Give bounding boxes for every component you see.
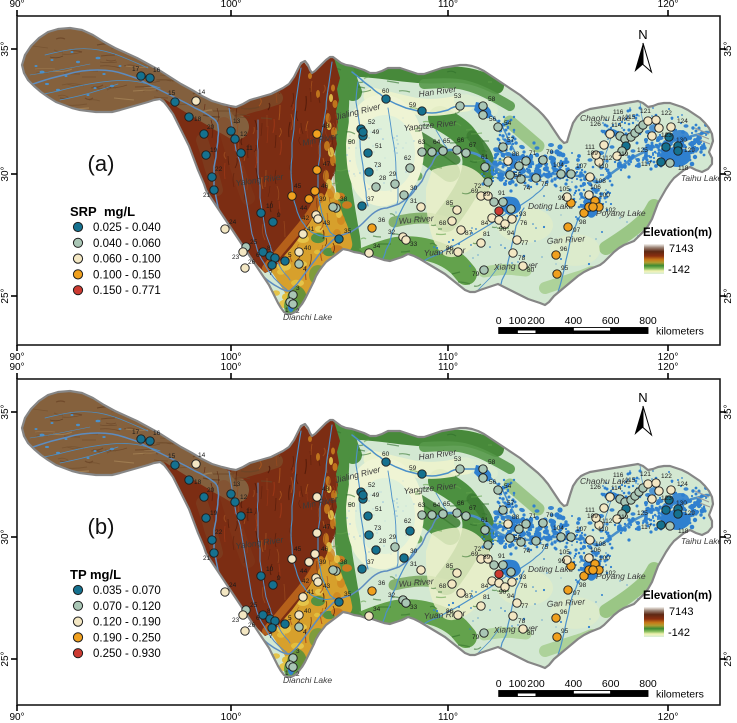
svg-text:110°: 110° <box>438 352 458 363</box>
svg-text:110°: 110° <box>438 712 458 723</box>
svg-text:90°: 90° <box>9 352 24 363</box>
svg-text:100°: 100° <box>221 712 242 723</box>
svg-text:35°: 35° <box>723 404 734 419</box>
svg-text:TP mg/L: TP mg/L <box>70 567 121 582</box>
svg-text:25°: 25° <box>0 288 11 303</box>
svg-text:25°: 25° <box>0 651 11 666</box>
svg-text:0.100 - 0.150: 0.100 - 0.150 <box>93 269 161 281</box>
svg-text:(a): (a) <box>88 151 115 176</box>
svg-text:0.150 - 0.771: 0.150 - 0.771 <box>93 285 161 297</box>
svg-text:35°: 35° <box>0 41 11 56</box>
svg-text:110°: 110° <box>438 0 458 10</box>
svg-text:0.060 - 0.100: 0.060 - 0.100 <box>93 254 161 266</box>
svg-text:90°: 90° <box>9 362 24 373</box>
svg-text:25°: 25° <box>723 651 734 666</box>
svg-text:30°: 30° <box>0 529 11 544</box>
svg-text:100°: 100° <box>221 352 242 363</box>
svg-text:30°: 30° <box>723 529 734 544</box>
svg-text:0.120 - 0.190: 0.120 - 0.190 <box>93 617 161 629</box>
svg-text:90°: 90° <box>9 0 24 10</box>
svg-text:120°: 120° <box>658 0 679 10</box>
svg-text:SRP mg/L: SRP mg/L <box>70 204 135 219</box>
svg-text:30°: 30° <box>723 166 734 181</box>
svg-text:120°: 120° <box>658 352 679 363</box>
svg-text:25°: 25° <box>723 288 734 303</box>
svg-text:0.035 - 0.070: 0.035 - 0.070 <box>93 585 161 597</box>
svg-text:0.070 - 0.120: 0.070 - 0.120 <box>93 601 161 613</box>
svg-text:100°: 100° <box>221 362 242 373</box>
svg-text:120°: 120° <box>658 362 679 373</box>
svg-text:35°: 35° <box>723 41 734 56</box>
svg-text:90°: 90° <box>9 712 24 723</box>
svg-text:0.025 - 0.040: 0.025 - 0.040 <box>93 222 161 234</box>
svg-text:0.190 - 0.250: 0.190 - 0.250 <box>93 632 161 644</box>
svg-text:35°: 35° <box>0 404 11 419</box>
svg-text:0.040 - 0.060: 0.040 - 0.060 <box>93 238 161 250</box>
svg-text:120°: 120° <box>658 712 679 723</box>
svg-text:30°: 30° <box>0 166 11 181</box>
svg-text:0.250 - 0.930: 0.250 - 0.930 <box>93 648 161 660</box>
svg-text:100°: 100° <box>221 0 242 10</box>
svg-text:110°: 110° <box>438 362 458 373</box>
svg-text:(b): (b) <box>88 514 115 539</box>
